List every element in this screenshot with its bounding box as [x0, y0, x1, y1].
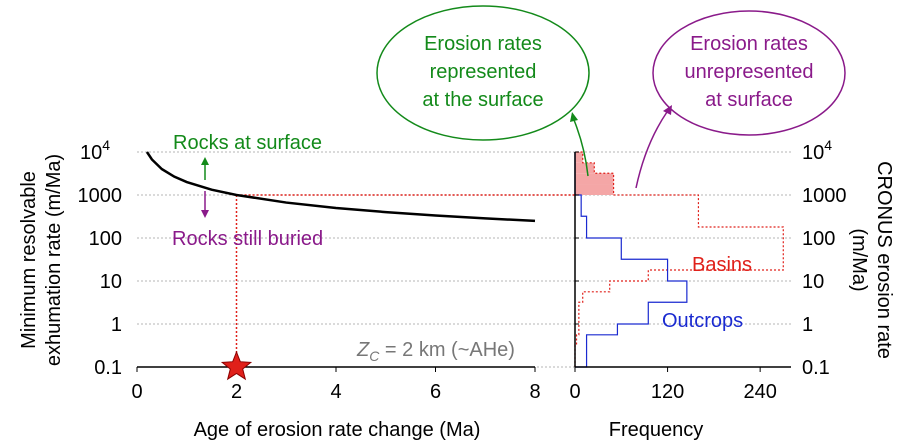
- right-ylabel-line-1: CRONUS erosion rate: [873, 161, 895, 359]
- left-y-tick-label-exponent: 4: [102, 137, 110, 153]
- guide-lines: [235, 194, 575, 367]
- left-y-tick-label-2: 10: [100, 271, 122, 293]
- rate-curve: [145, 151, 536, 223]
- left-y-tick-label-0: 0.1: [94, 357, 122, 379]
- callout-represented-line-3: at the surface: [422, 89, 543, 111]
- callout-unrepresented-bubble: [652, 10, 846, 136]
- left-ylabel-line-2: exhumation rate (m/Ma): [43, 154, 65, 366]
- tick-labels: 0.1 1 10 100 1000 104 0.1 1 10 100 1000 104 0 2 4 6 8 0 12…: [78, 137, 847, 403]
- rate-curve-line: [145, 151, 536, 223]
- callout-represented-arrowhead-icon: [570, 112, 578, 122]
- left-ylabel-line-1: Minimum resolvable: [18, 171, 40, 349]
- hist-x-tick-label-0: 0: [569, 381, 580, 403]
- outcrops-legend-label: Outcrops: [662, 310, 743, 332]
- callout-unrepresented-arrow-icon: [635, 111, 668, 189]
- zc-annotation: ZC = 2 km (~AHe): [356, 339, 515, 364]
- left-y-tick-label-3: 100: [89, 228, 122, 250]
- rocks-at-surface-label: Rocks at surface: [173, 132, 322, 154]
- callout-unrepresented-arrowhead-icon: [663, 105, 672, 115]
- right-y-tick-label-1: 1: [802, 314, 813, 336]
- represented-bar-17: [575, 173, 614, 185]
- callout-represented-line-2: represented: [430, 61, 537, 83]
- right-y-tick-label-2: 10: [802, 271, 824, 293]
- zc-symbol: Z: [356, 339, 370, 361]
- left-x-axis-label: Age of erosion rate change (Ma): [194, 419, 481, 441]
- callout-represented-line-1: Erosion rates: [424, 33, 542, 55]
- left-y-tick-label-1: 1: [111, 314, 122, 336]
- left-y-tick-label-5: 104: [80, 137, 110, 164]
- hist-x-tick-label-2: 240: [743, 381, 776, 403]
- arrow-up-head-icon: [201, 157, 209, 165]
- left-x-tick-label-1: 2: [231, 381, 242, 403]
- right-y-tick-label-3: 100: [802, 228, 835, 250]
- hist-x-tick-label-1: 120: [651, 381, 684, 403]
- right-y-tick-label-exponent: 4: [824, 137, 832, 153]
- rocks-still-buried-label: Rocks still buried: [172, 228, 323, 250]
- left-y-tick-label-4: 1000: [78, 185, 123, 207]
- arrow-down-head-icon: [201, 210, 209, 218]
- basins-legend-label: Basins: [692, 254, 752, 276]
- left-x-tick-label-3: 6: [430, 381, 441, 403]
- callout-represented-bubble: [376, 5, 590, 141]
- left-x-tick-label-2: 4: [330, 381, 341, 403]
- right-y-tick-label-0: 0.1: [802, 357, 830, 379]
- rocks-arrows: [201, 157, 209, 218]
- outcrops-series: [574, 152, 688, 368]
- basins-series: [574, 151, 784, 367]
- right-x-axis-label: Frequency: [609, 419, 704, 441]
- callout-unrepresented-line-2: unrepresented: [685, 61, 814, 83]
- left-x-tick-label-4: 8: [529, 381, 540, 403]
- right-y-tick-label-4: 1000: [802, 185, 847, 207]
- left-x-tick-label-0: 0: [131, 381, 142, 403]
- right-ylabel-line-2: (m/Ma): [848, 228, 870, 291]
- callout-unrepresented: Erosion rates unrepresented at surface: [652, 10, 846, 136]
- zc-subscript: C: [369, 348, 380, 364]
- represented-bar-16: [575, 184, 614, 195]
- callout-unrepresented-line-1: Erosion rates: [690, 33, 808, 55]
- histogram-bars: [574, 151, 784, 368]
- callout-unrepresented-line-3: at surface: [705, 89, 793, 111]
- right-y-tick-label-5: 104: [802, 137, 832, 164]
- represented-bar-18: [575, 162, 595, 174]
- right-y-axis-label: CRONUS erosion rate (m/Ma): [848, 161, 895, 359]
- callout-represented: Erosion rates represented at the surface: [376, 5, 590, 141]
- callout-represented-arrow-icon: [573, 119, 589, 177]
- star-marker-icon: [220, 350, 253, 381]
- represented-bar-19: [575, 152, 583, 163]
- zc-value: = 2 km (~AHe): [379, 339, 515, 361]
- left-y-axis-label: Minimum resolvable exhumation rate (m/Ma…: [18, 154, 65, 366]
